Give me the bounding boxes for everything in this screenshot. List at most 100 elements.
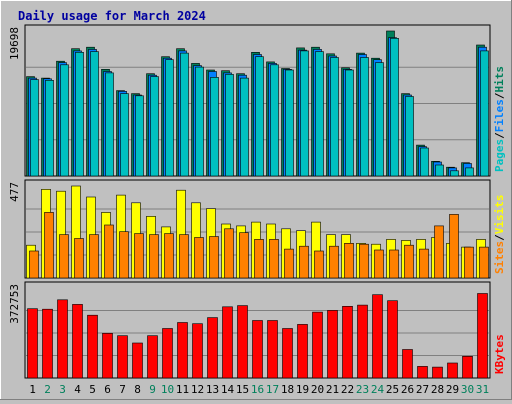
x-tick-label-14: 14 bbox=[221, 383, 235, 396]
legend-kbytes: KBytes bbox=[493, 334, 506, 374]
x-tick-label-9: 9 bbox=[149, 383, 156, 396]
bar-sites-day-3 bbox=[59, 234, 69, 279]
bar-sites-day-15 bbox=[239, 232, 249, 279]
bar-kbytes-day-26 bbox=[402, 349, 413, 379]
bar-kbytes-day-14 bbox=[222, 306, 233, 379]
bar-pages-day-26 bbox=[405, 96, 414, 177]
bar-pages-day-12 bbox=[195, 66, 204, 177]
bar-pages-day-13 bbox=[210, 77, 219, 177]
x-tick-label-6: 6 bbox=[104, 383, 111, 396]
bar-sites-day-17 bbox=[269, 239, 279, 279]
bar-sites-day-28 bbox=[434, 225, 444, 279]
x-tick-label-24: 24 bbox=[371, 383, 385, 396]
bar-pages-day-1 bbox=[30, 79, 39, 177]
bar-pages-day-31 bbox=[480, 50, 489, 177]
x-tick-label-30: 30 bbox=[461, 383, 474, 396]
bar-pages-day-9 bbox=[150, 76, 159, 177]
bar-sites-day-19 bbox=[299, 245, 309, 279]
bar-sites-day-10 bbox=[164, 233, 174, 279]
bar-sites-day-5 bbox=[89, 234, 99, 279]
bar-pages-day-22 bbox=[345, 69, 354, 177]
bar-sites-day-8 bbox=[134, 233, 144, 279]
x-tick-label-21: 21 bbox=[326, 383, 339, 396]
x-tick-label-29: 29 bbox=[446, 383, 459, 396]
bar-kbytes-day-17 bbox=[267, 320, 278, 379]
bar-kbytes-day-31 bbox=[477, 293, 488, 379]
bar-kbytes-day-23 bbox=[357, 304, 368, 379]
bar-pages-day-23 bbox=[360, 57, 369, 177]
x-tick-label-7: 7 bbox=[119, 383, 126, 396]
legend-entry: KBytes bbox=[493, 334, 506, 374]
bar-sites-day-4 bbox=[74, 238, 84, 279]
bar-pages-day-28 bbox=[435, 164, 444, 177]
bar-pages-day-10 bbox=[165, 59, 174, 177]
bar-sites-day-27 bbox=[419, 248, 429, 279]
bar-sites-day-2 bbox=[44, 212, 54, 279]
bar-kbytes-day-2 bbox=[42, 308, 53, 379]
bar-kbytes-day-15 bbox=[237, 305, 248, 379]
legend-entry: / bbox=[493, 132, 506, 139]
bar-pages-day-14 bbox=[225, 74, 234, 177]
bar-kbytes-day-21 bbox=[327, 310, 338, 379]
bar-sites-day-26 bbox=[404, 244, 414, 279]
bar-kbytes-day-12 bbox=[192, 323, 203, 379]
x-tick-label-22: 22 bbox=[341, 383, 354, 396]
bar-kbytes-day-20 bbox=[312, 311, 323, 379]
bar-sites-day-23 bbox=[359, 243, 369, 279]
x-tick-label-3: 3 bbox=[59, 383, 66, 396]
bar-sites-day-7 bbox=[119, 231, 129, 279]
chart-title: Daily usage for March 2024 bbox=[18, 9, 206, 23]
bar-pages-day-25 bbox=[390, 37, 399, 177]
x-tick-label-31: 31 bbox=[476, 383, 489, 396]
legend-entry: Hits bbox=[493, 66, 506, 93]
bar-kbytes-day-24 bbox=[372, 294, 383, 379]
legend-entry: / bbox=[493, 234, 506, 241]
bar-sites-day-11 bbox=[179, 234, 189, 279]
legend-entry: Sites bbox=[493, 241, 506, 274]
bar-kbytes-day-27 bbox=[417, 366, 428, 379]
bar-pages-day-8 bbox=[135, 95, 144, 177]
bar-kbytes-day-9 bbox=[147, 335, 158, 379]
x-tick-label-27: 27 bbox=[416, 383, 429, 396]
legend-entry: Files bbox=[493, 99, 506, 132]
bar-kbytes-day-29 bbox=[447, 362, 458, 379]
bar-sites-day-24 bbox=[374, 249, 384, 279]
x-tick-label-1: 1 bbox=[29, 383, 36, 396]
legend-pages-files-hits: Pages/Files/Hits bbox=[493, 66, 506, 172]
x-tick-label-16: 16 bbox=[251, 383, 264, 396]
bar-pages-day-2 bbox=[45, 80, 54, 177]
bar-pages-day-5 bbox=[90, 51, 99, 177]
bar-kbytes-day-28 bbox=[432, 366, 443, 379]
x-tick-label-25: 25 bbox=[386, 383, 399, 396]
bar-sites-day-25 bbox=[389, 249, 399, 279]
bar-kbytes-day-3 bbox=[57, 299, 68, 379]
y-max-label-kbytes: 372753 bbox=[8, 284, 21, 324]
bar-kbytes-day-22 bbox=[342, 305, 353, 379]
bar-sites-day-14 bbox=[224, 228, 234, 279]
bar-kbytes-day-10 bbox=[162, 328, 173, 379]
x-tick-label-19: 19 bbox=[296, 383, 309, 396]
bar-kbytes-day-25 bbox=[387, 300, 398, 379]
bar-pages-day-24 bbox=[375, 62, 384, 177]
x-tick-label-10: 10 bbox=[161, 383, 174, 396]
bar-kbytes-day-5 bbox=[87, 314, 98, 379]
bar-pages-day-30 bbox=[465, 167, 474, 177]
legend-entry: Pages bbox=[493, 139, 506, 172]
bar-pages-day-21 bbox=[330, 57, 339, 177]
bar-pages-day-19 bbox=[300, 50, 309, 177]
x-tick-label-20: 20 bbox=[311, 383, 324, 396]
legend-entry: / bbox=[493, 92, 506, 99]
bar-sites-day-31 bbox=[479, 246, 489, 279]
bar-kbytes-day-6 bbox=[102, 332, 113, 379]
bar-pages-day-29 bbox=[450, 170, 459, 177]
bar-sites-day-30 bbox=[464, 246, 474, 279]
x-tick-label-13: 13 bbox=[206, 383, 219, 396]
bar-sites-day-9 bbox=[149, 234, 159, 279]
x-tick-label-12: 12 bbox=[191, 383, 204, 396]
bar-kbytes-day-8 bbox=[132, 342, 143, 379]
bar-sites-day-6 bbox=[104, 224, 114, 279]
legend-visits-sites: Sites/Visits bbox=[493, 195, 506, 275]
bar-sites-day-18 bbox=[284, 248, 294, 279]
bar-pages-day-11 bbox=[180, 52, 189, 177]
